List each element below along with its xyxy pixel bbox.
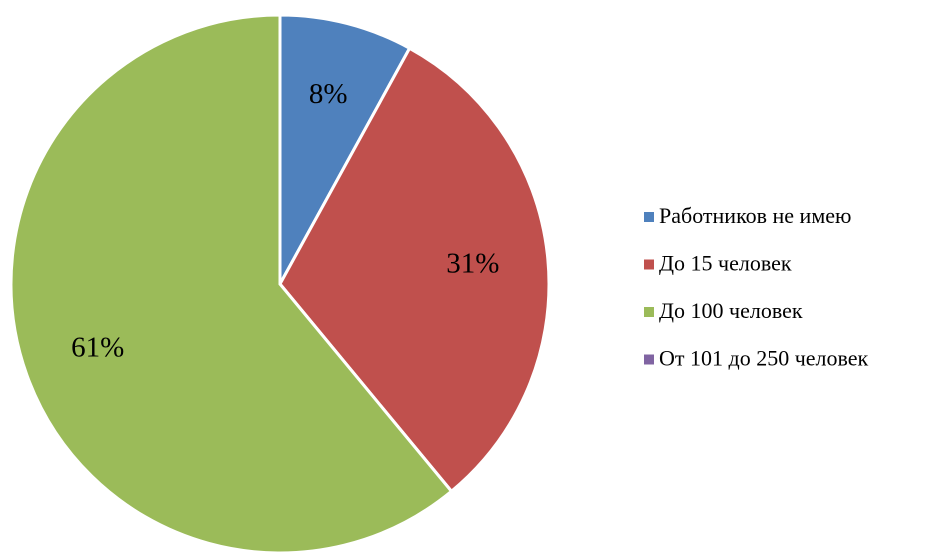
data-label: 8% bbox=[309, 78, 348, 110]
data-label: 61% bbox=[71, 331, 124, 363]
legend-label: Работников не имею bbox=[659, 203, 851, 228]
legend-swatch bbox=[644, 307, 654, 317]
legend-label: От 101 до 250 человек bbox=[659, 346, 869, 371]
data-label: 31% bbox=[446, 247, 499, 279]
pie-slice bbox=[278, 13, 412, 286]
pie-slice bbox=[278, 46, 551, 493]
legend-swatch bbox=[644, 259, 654, 270]
legend-swatch bbox=[644, 354, 654, 365]
legend-label: До 100 человек bbox=[659, 298, 803, 323]
legend-label: До 15 человек bbox=[659, 251, 792, 276]
legend-swatch bbox=[644, 212, 654, 222]
pie-slice bbox=[9, 13, 453, 552]
